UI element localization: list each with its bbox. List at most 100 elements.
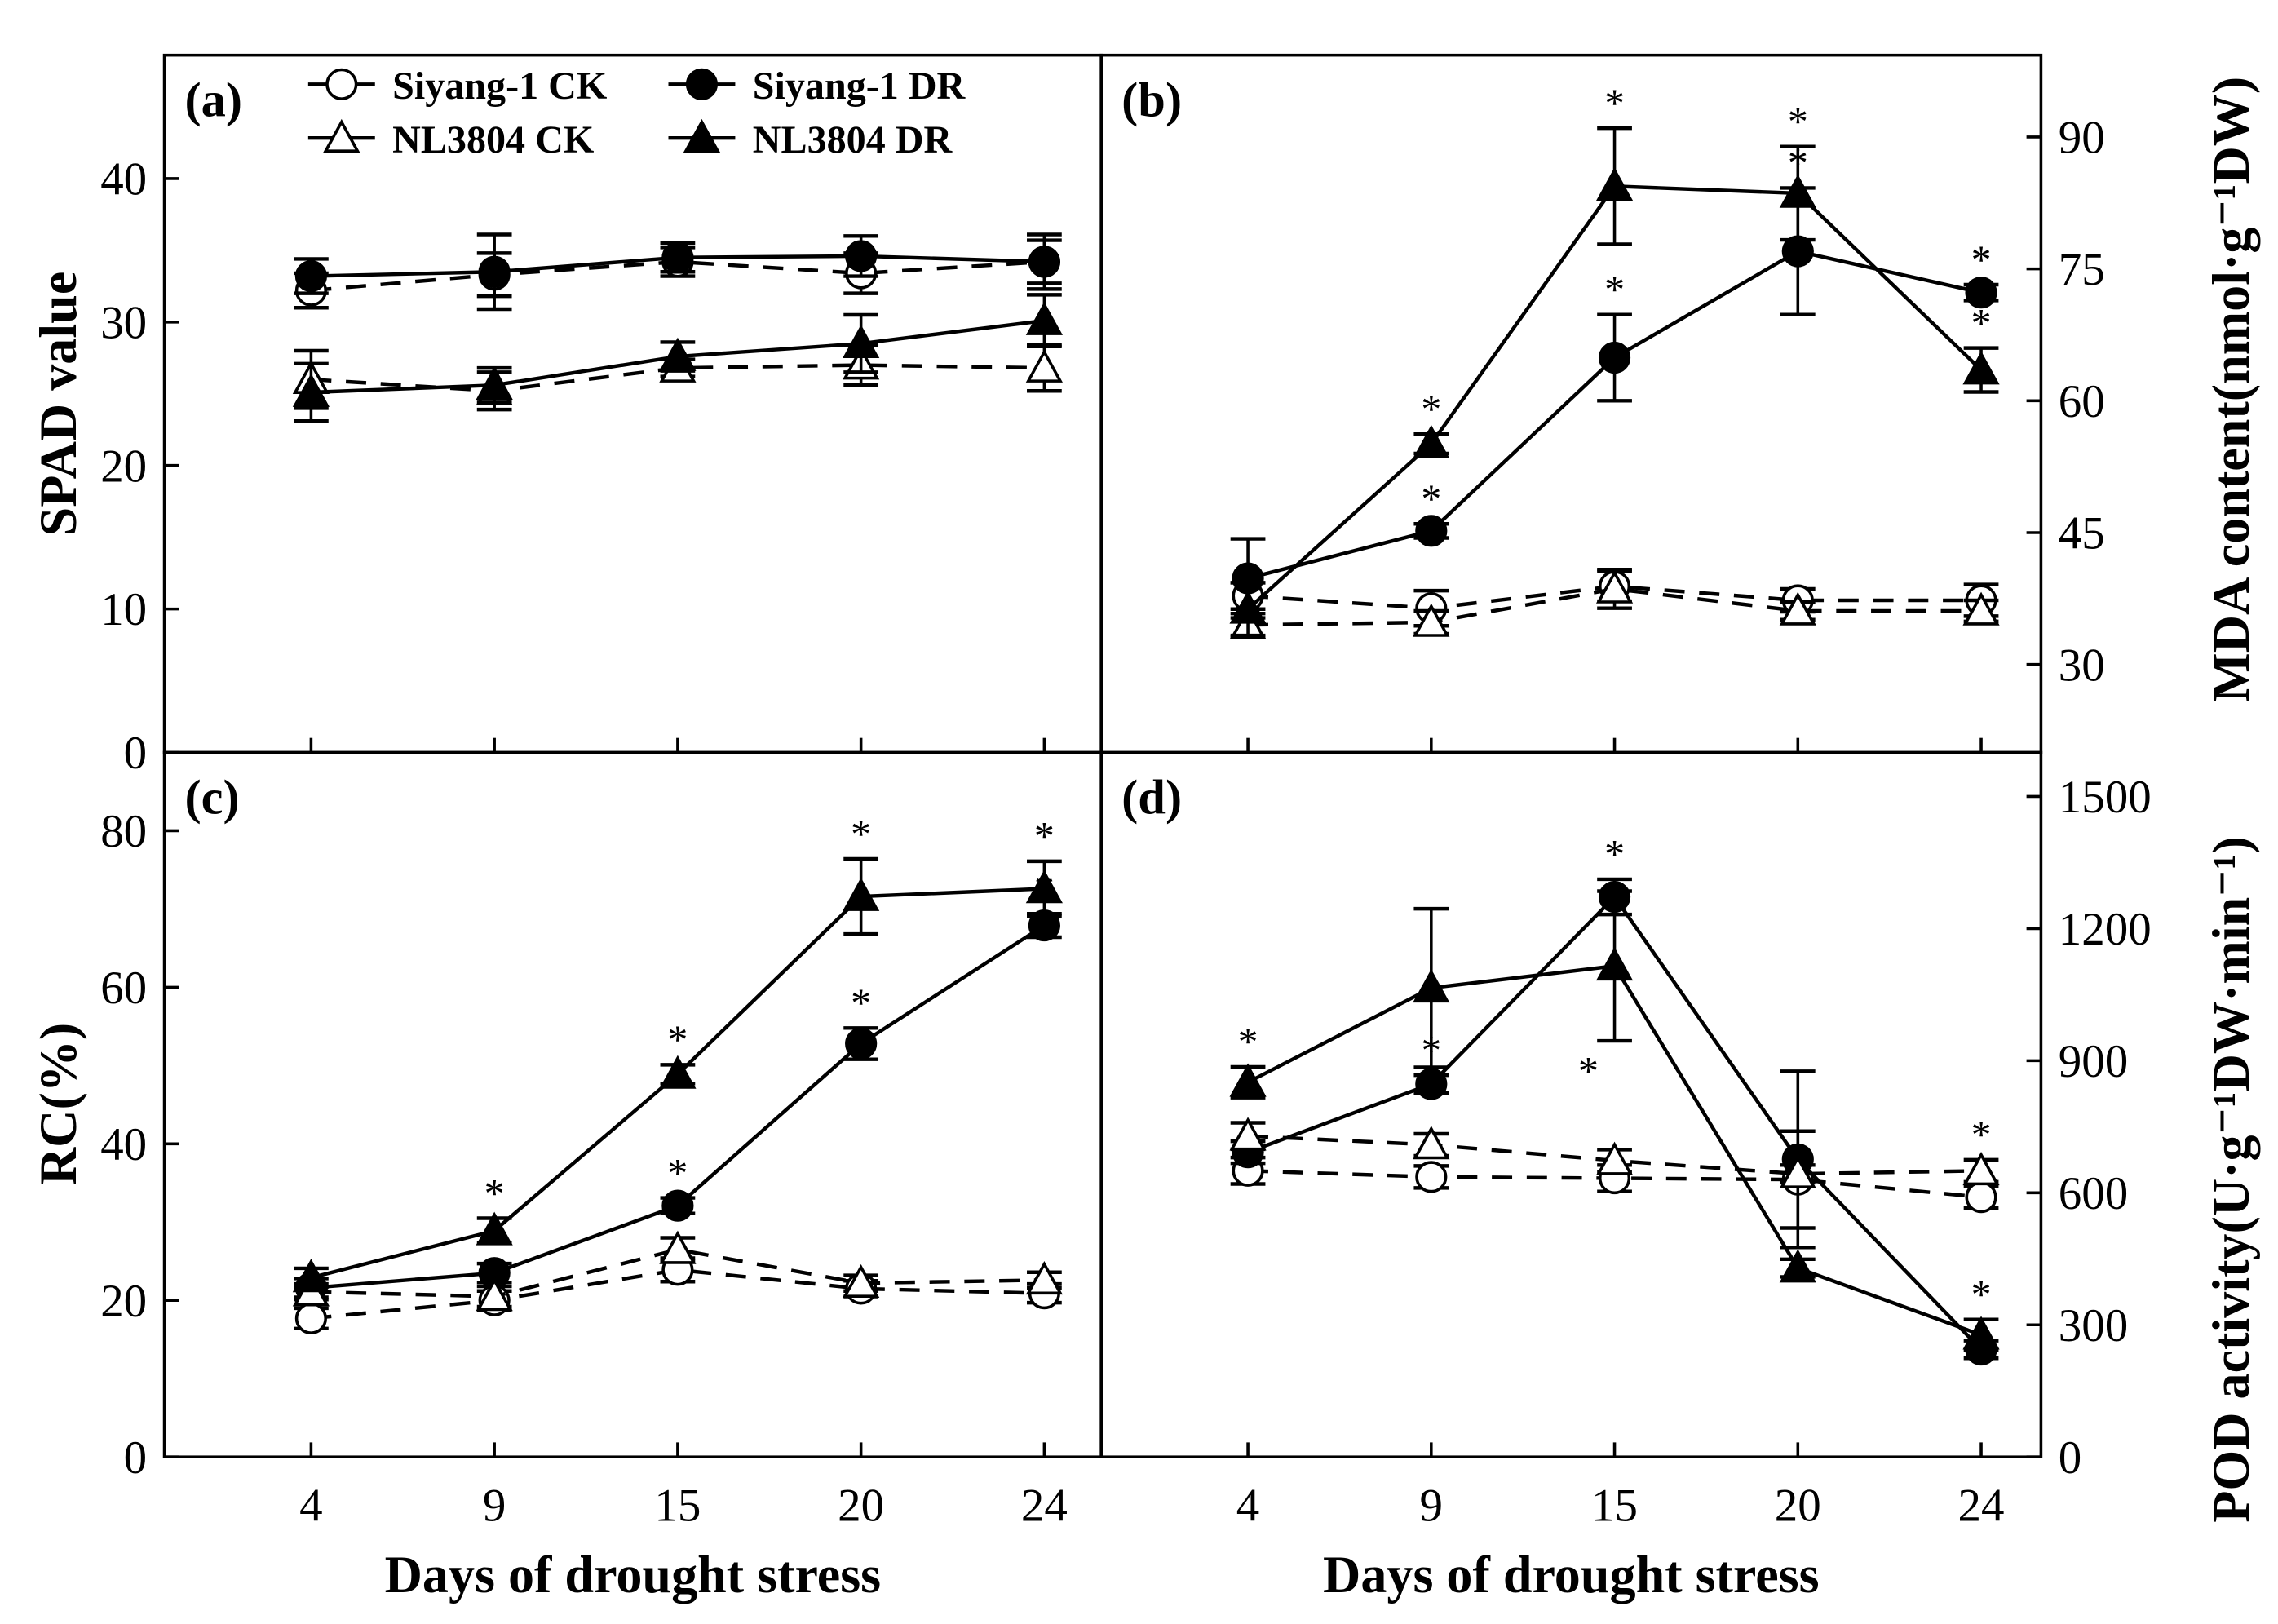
- series-nl3804-ck: [1229, 568, 2000, 639]
- legend-item: Siyang-1 CK: [307, 64, 608, 108]
- significance-asterisk: *: [1604, 267, 1625, 312]
- series-line: [1248, 586, 1982, 627]
- x-axis-title: Days of drought stress: [385, 1546, 882, 1604]
- y-tick-label: 0: [2059, 1432, 2081, 1484]
- data-point: [1025, 301, 1063, 335]
- legend-marker-circle-filled-icon: [685, 68, 719, 100]
- series-siyang-1-ck: [294, 1254, 1062, 1334]
- data-point: [845, 1027, 878, 1060]
- significance-asterisk: *: [1421, 476, 1441, 521]
- y-tick-label: 30: [100, 297, 147, 348]
- data-point: [1413, 424, 1450, 458]
- y-tick-label: 600: [2059, 1168, 2128, 1219]
- significance-asterisk: *: [1578, 1048, 1599, 1093]
- plot-frame: [1099, 750, 2043, 1458]
- y-tick-label: 1500: [2059, 772, 2152, 823]
- significance-asterisk: *: [667, 1017, 688, 1062]
- x-tick-label: 4: [299, 1480, 322, 1532]
- legend-label: NL3804 DR: [753, 118, 953, 162]
- data-point: [845, 240, 878, 272]
- data-point: [1779, 1154, 1816, 1188]
- legend-label: Siyang-1 DR: [753, 64, 966, 108]
- data-point: [1415, 515, 1448, 547]
- x-tick-label: 15: [654, 1480, 701, 1532]
- y-tick-label: 0: [124, 728, 147, 779]
- y-axis-title: SPAD value: [29, 272, 87, 537]
- legend-label: NL3804 CK: [392, 118, 595, 162]
- y-tick-label: 900: [2059, 1036, 2128, 1087]
- plot-frame: [1099, 53, 2043, 754]
- y-tick-label: 300: [2059, 1300, 2128, 1352]
- y-tick-label: 60: [100, 962, 147, 1014]
- data-point: [476, 1211, 513, 1246]
- data-point: [1962, 351, 2000, 385]
- significance-asterisk: *: [484, 1170, 505, 1215]
- data-point: [294, 1302, 327, 1334]
- plot-frame: [162, 750, 1103, 1458]
- data-point: [292, 373, 330, 407]
- panel-label: (a): [184, 73, 242, 127]
- data-point: [1965, 277, 1997, 309]
- y-tick-label: 10: [100, 584, 147, 635]
- data-point: [1779, 174, 1816, 208]
- y-tick-label: 20: [100, 440, 147, 492]
- data-point: [1413, 603, 1450, 637]
- significance-asterisk: *: [667, 1150, 688, 1195]
- data-point: [661, 1189, 694, 1222]
- significance-asterisk: *: [1971, 1272, 1992, 1317]
- x-axis-title: Days of drought stress: [1323, 1546, 1820, 1604]
- data-point: [1025, 1261, 1063, 1295]
- y-tick-label: 40: [100, 1119, 147, 1170]
- y-axis-title: MDA content(nmol·g⁻¹DW): [2202, 77, 2260, 702]
- x-tick-label: 4: [1236, 1480, 1259, 1532]
- data-point: [1595, 569, 1634, 604]
- significance-asterisk: *: [1971, 1113, 1992, 1157]
- data-point: [478, 255, 511, 288]
- significance-asterisk: *: [1034, 814, 1055, 859]
- y-tick-label: 60: [2059, 376, 2105, 427]
- significance-asterisk: *: [1604, 832, 1625, 877]
- x-tick-label: 20: [838, 1480, 884, 1532]
- data-point: [1779, 1249, 1816, 1283]
- series-nl3804-dr: * * *: [1229, 889, 2000, 1352]
- data-point: [659, 337, 697, 371]
- data-point: [476, 365, 513, 400]
- series-nl3804-dr: * * * *: [292, 812, 1063, 1293]
- y-axis-title: POD activity(U·g⁻¹DW·min⁻¹): [2202, 836, 2260, 1523]
- data-point: [476, 1277, 513, 1312]
- y-tick-label: 0: [124, 1432, 147, 1484]
- data-point: [1595, 1141, 1634, 1175]
- y-tick-label: 80: [100, 806, 147, 857]
- y-tick-label: 90: [2059, 113, 2105, 164]
- data-point: [1595, 947, 1634, 981]
- panel-label: (b): [1121, 73, 1182, 127]
- series-nl3804-dr: * * * *: [1229, 81, 2000, 638]
- data-point: [1415, 1068, 1448, 1100]
- data-point: [292, 1259, 330, 1293]
- y-tick-label: 75: [2059, 244, 2105, 295]
- x-tick-label: 15: [1591, 1480, 1638, 1532]
- legend-marker-triangle-open-icon: [323, 118, 360, 153]
- series-line: [311, 1247, 1045, 1299]
- data-point: [661, 241, 694, 274]
- series-nl3804-ck: *: [1229, 1113, 2000, 1188]
- x-tick-label: 9: [1420, 1480, 1443, 1532]
- panel-label: (d): [1121, 770, 1182, 825]
- significance-asterisk: *: [1238, 1020, 1258, 1064]
- data-point: [843, 324, 880, 359]
- legend: Siyang-1 CK Siyang-1 DR NL3804 CK NL3804 DR: [307, 64, 966, 162]
- y-tick-label: 40: [100, 154, 147, 206]
- series-siyang-1-dr: [294, 232, 1062, 312]
- legend-label: Siyang-1 CK: [392, 64, 608, 108]
- data-point: [1413, 969, 1450, 1003]
- x-tick-label: 20: [1775, 1480, 1821, 1532]
- x-tick-label: 24: [1958, 1480, 2005, 1532]
- y-tick-label: 30: [2059, 639, 2105, 691]
- x-tick-label: 9: [483, 1480, 506, 1532]
- legend-marker-circle-open-icon: [325, 68, 358, 100]
- significance-asterisk: *: [1971, 237, 1992, 282]
- data-point: [1028, 246, 1060, 278]
- data-point: [1415, 1161, 1448, 1193]
